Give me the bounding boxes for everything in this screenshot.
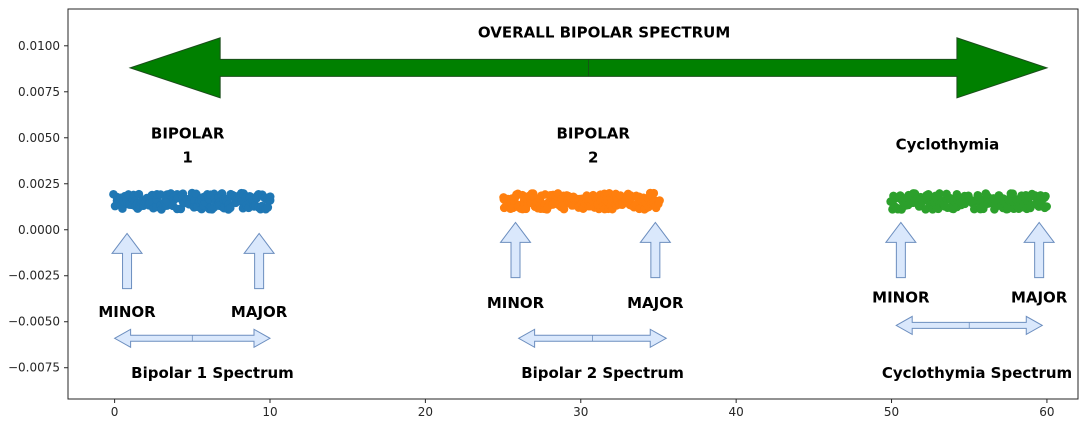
- scatter-point-1: [225, 203, 235, 213]
- minor-label-1: MINOR: [98, 303, 156, 321]
- group-title-3-line-1: Cyclothymia: [896, 136, 1000, 154]
- axes: 0 10 20 30 40 50 60 0.0100 0.0075 0.0050 0.0025 0.0…: [8, 8, 1079, 419]
- major-label-3: MAJOR: [1011, 288, 1068, 306]
- y-tick-label: 0.0000: [18, 223, 60, 237]
- x-tick-label: 0: [111, 405, 119, 419]
- scatter-point-2: [521, 204, 531, 214]
- scatter-point-3: [969, 204, 979, 214]
- scatter-point-1: [156, 190, 165, 199]
- up-arrow-1-2: [243, 232, 276, 290]
- scatter-point-1: [263, 203, 273, 212]
- spectrum-label-2: Bipolar 2 Spectrum: [521, 364, 684, 382]
- major-label-1: MAJOR: [231, 303, 288, 321]
- y-tick-label: 0.0100: [18, 39, 60, 53]
- x-tick-label: 40: [729, 405, 744, 419]
- scatter-point-3: [1003, 204, 1012, 214]
- x-tick-label: 60: [1039, 405, 1054, 419]
- scatter-point-1: [265, 192, 275, 201]
- major-label-2: MAJOR: [627, 294, 684, 312]
- group-title-2-line-2: 2: [588, 149, 598, 167]
- scatter-point-2: [559, 204, 569, 214]
- y-tick-label: 0.0025: [18, 177, 60, 191]
- scatter-points-layer: [109, 188, 1051, 214]
- up-arrow-1-1: [111, 232, 144, 290]
- spectrum-label-1: Bipolar 1 Spectrum: [131, 364, 294, 382]
- scatter-point-1: [118, 204, 127, 213]
- annotation-layer: OVERALL BIPOLAR SPECTRUM BIPOLAR 1 MINOR MAJ…: [98, 23, 1072, 381]
- overall-spectrum-label: OVERALL BIPOLAR SPECTRUM: [478, 23, 730, 41]
- y-tick-label: 0.0075: [18, 85, 60, 99]
- scatter-point-3: [1042, 202, 1051, 211]
- up-arrow-3-1: [884, 221, 917, 279]
- scatter-point-1: [134, 189, 144, 199]
- arrow-layer: [111, 37, 1056, 349]
- scatter-point-2: [649, 188, 659, 198]
- y-tick-label: −0.0025: [8, 269, 60, 283]
- scatter-point-3: [935, 189, 944, 198]
- plot-frame: [67, 8, 1079, 400]
- y-tick-label: −0.0050: [8, 315, 60, 329]
- x-tick-label: 30: [573, 405, 588, 419]
- x-tick-label: 20: [418, 405, 433, 419]
- up-arrow-2-2: [639, 221, 672, 279]
- x-tick-label: 10: [262, 405, 277, 419]
- minor-label-3: MINOR: [872, 288, 930, 306]
- scatter-point-3: [1040, 193, 1050, 202]
- group-title-1-line-2: 1: [182, 149, 192, 167]
- minor-label-2: MINOR: [487, 294, 545, 312]
- up-arrow-2-1: [499, 221, 532, 279]
- scatter-point-2: [655, 196, 664, 205]
- spectrum-label-3: Cyclothymia Spectrum: [882, 364, 1072, 382]
- y-tick-label: −0.0075: [8, 361, 60, 375]
- group-title-2-line-1: BIPOLAR: [556, 125, 630, 143]
- group-title-1-line-1: BIPOLAR: [151, 125, 225, 143]
- x-tick-label: 50: [884, 405, 899, 419]
- up-arrow-3-2: [1023, 221, 1056, 279]
- y-tick-label: 0.0050: [18, 131, 60, 145]
